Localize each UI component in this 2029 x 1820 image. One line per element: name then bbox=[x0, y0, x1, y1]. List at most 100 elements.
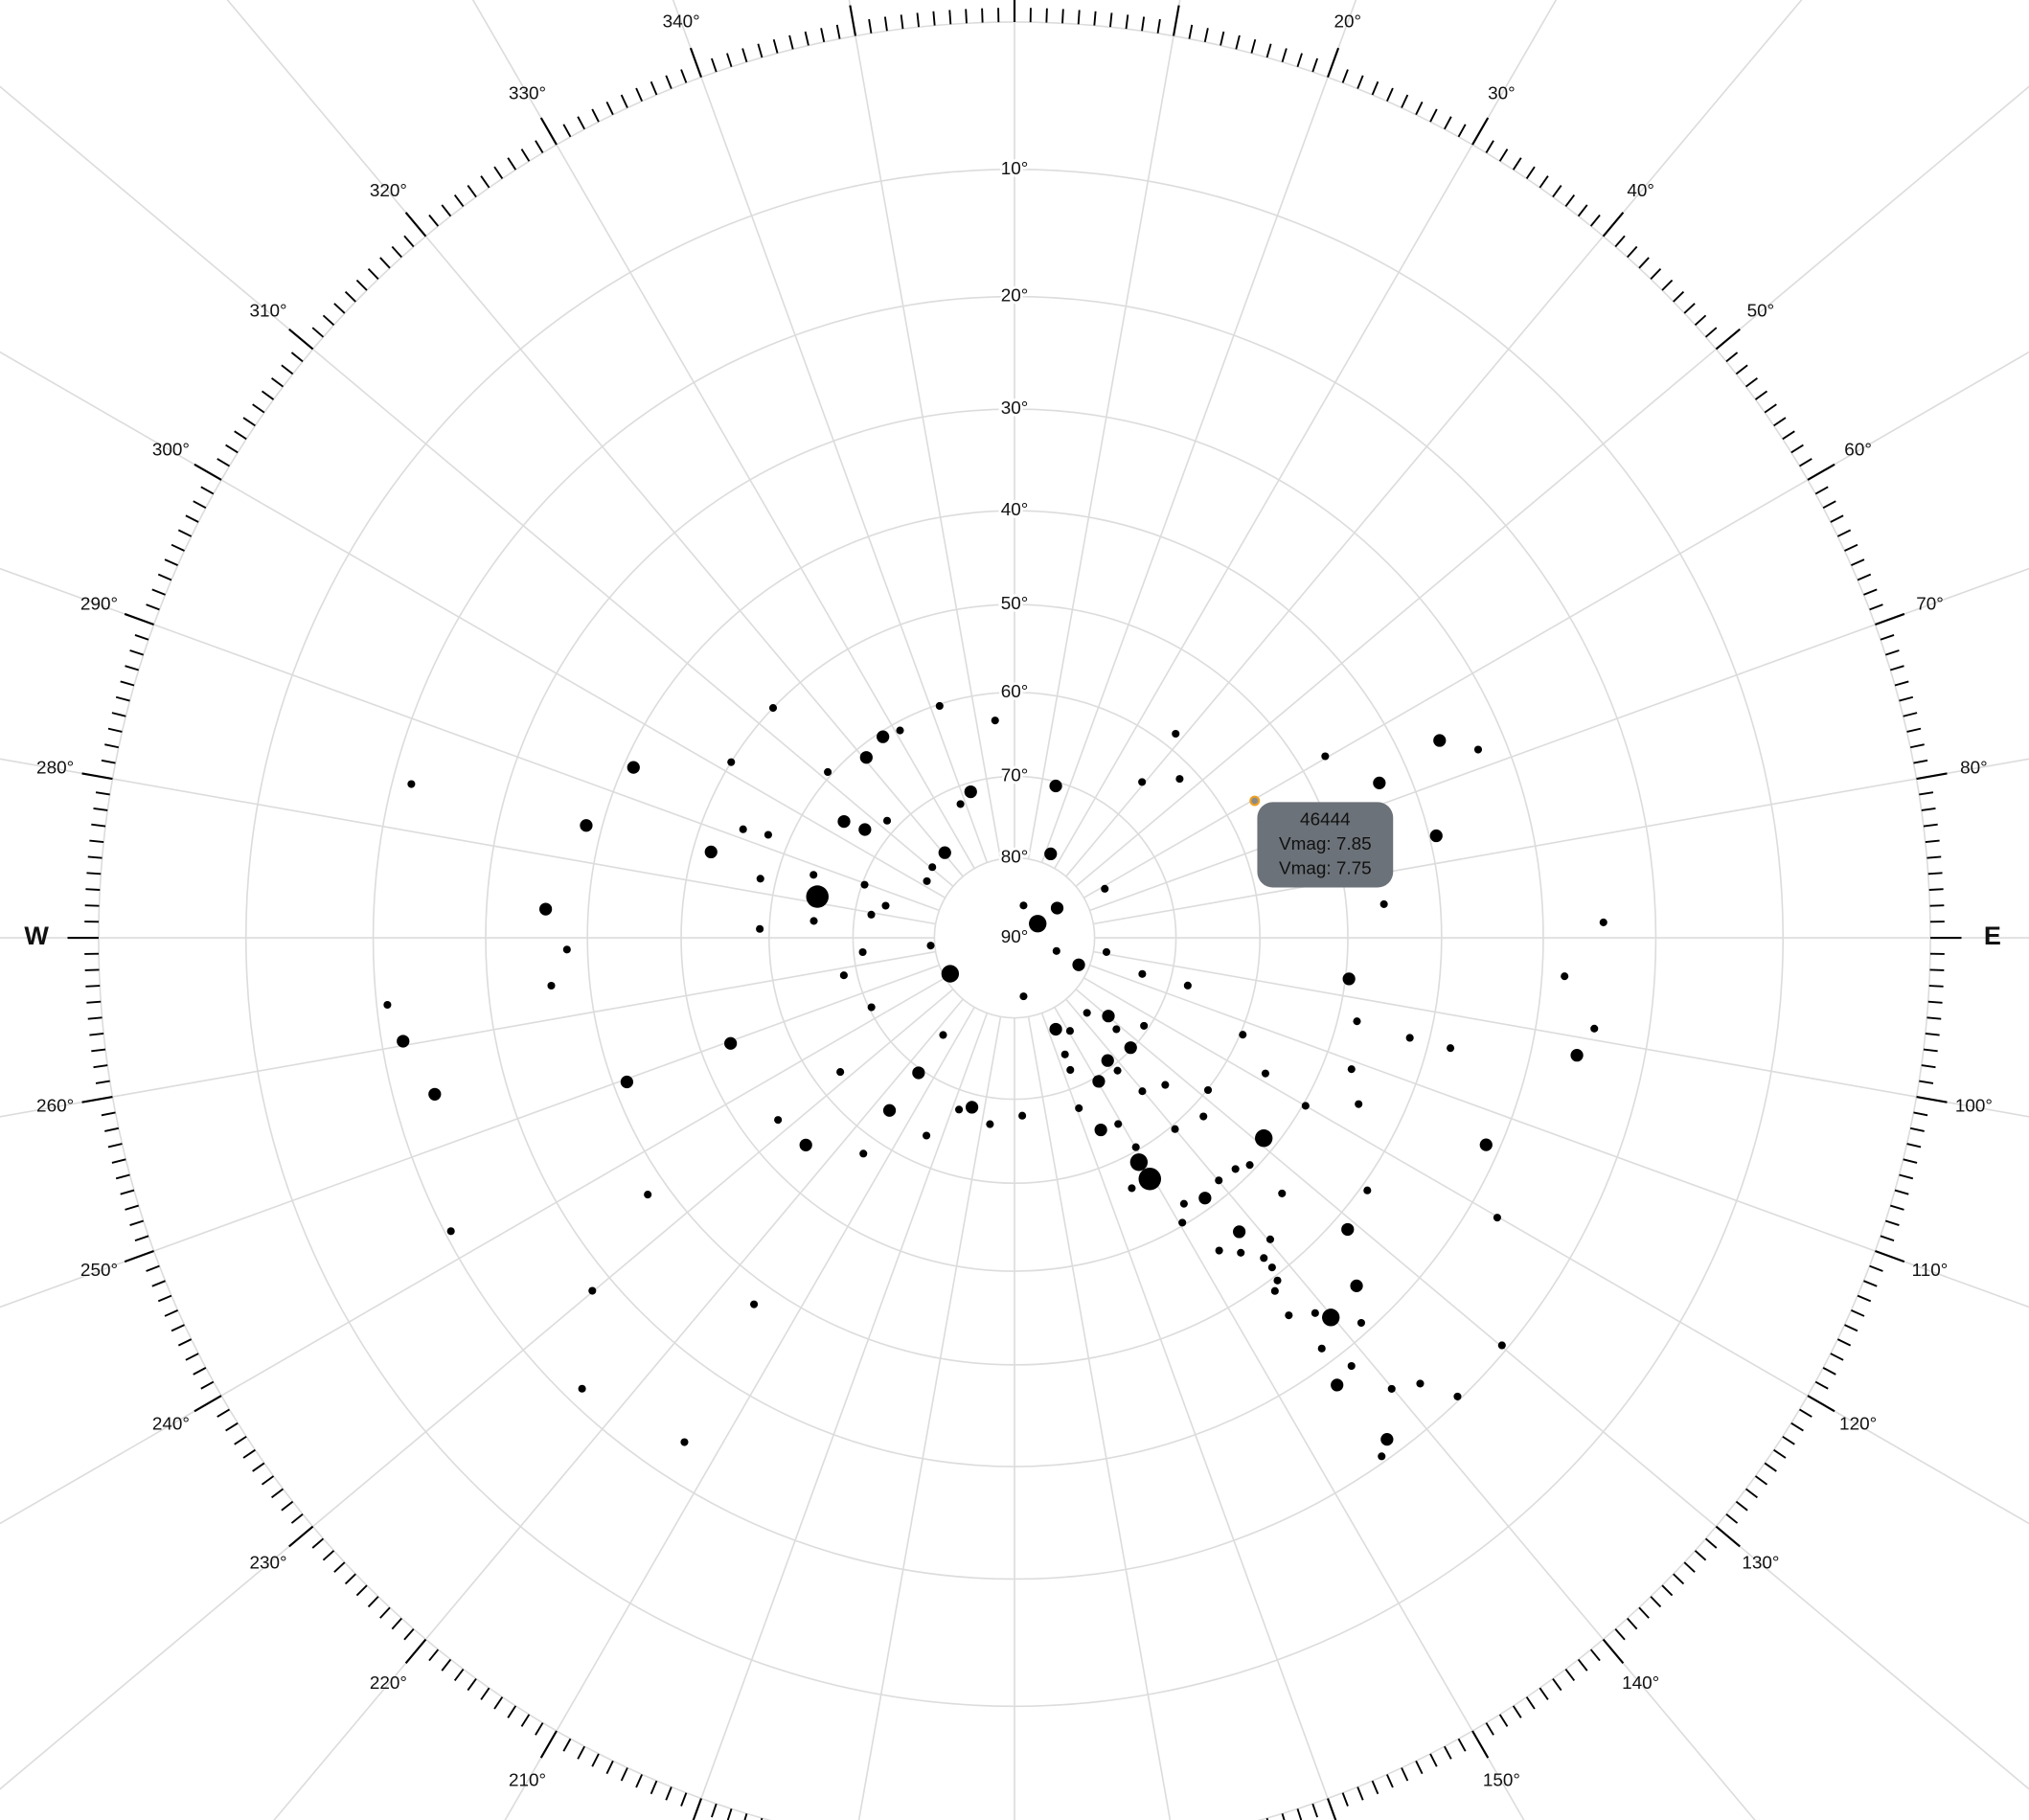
radial-grid-line bbox=[1089, 964, 2029, 1308]
minor-tick bbox=[665, 75, 673, 89]
star bbox=[839, 971, 848, 980]
minor-tick bbox=[868, 18, 873, 34]
minor-tick bbox=[577, 1745, 585, 1760]
minor-tick bbox=[391, 1617, 402, 1630]
minor-tick bbox=[1894, 680, 1909, 687]
radial-grid-line bbox=[1089, 567, 2029, 912]
star bbox=[935, 701, 944, 711]
minor-tick bbox=[1638, 1606, 1650, 1619]
minor-tick bbox=[234, 430, 247, 441]
star bbox=[1561, 972, 1569, 981]
star bbox=[926, 942, 935, 950]
star bbox=[1179, 1199, 1188, 1208]
minor-tick bbox=[290, 1513, 304, 1524]
minor-tick bbox=[129, 649, 145, 656]
minor-tick bbox=[177, 529, 193, 537]
star bbox=[1101, 1054, 1114, 1067]
minor-tick bbox=[134, 1235, 149, 1242]
star bbox=[383, 1000, 392, 1010]
star bbox=[1356, 1318, 1365, 1328]
minor-tick bbox=[1869, 1264, 1883, 1272]
tooltip-box bbox=[1257, 802, 1394, 888]
minor-tick bbox=[1814, 486, 1829, 495]
minor-tick bbox=[1627, 1617, 1638, 1630]
star bbox=[1138, 1168, 1162, 1191]
star bbox=[1387, 1384, 1396, 1393]
star bbox=[1245, 1161, 1254, 1170]
major-tick bbox=[1807, 1395, 1835, 1413]
minor-tick bbox=[1341, 69, 1349, 83]
star bbox=[1599, 918, 1607, 926]
minor-tick bbox=[95, 791, 110, 796]
star bbox=[768, 704, 778, 713]
minor-tick bbox=[403, 235, 415, 248]
star bbox=[1355, 1100, 1363, 1108]
minor-tick bbox=[104, 1126, 120, 1132]
star bbox=[1317, 1344, 1326, 1353]
star bbox=[428, 1087, 442, 1101]
minor-tick bbox=[1903, 712, 1918, 717]
minor-tick bbox=[1735, 1500, 1748, 1512]
minor-tick bbox=[217, 458, 230, 467]
radial-grid-line bbox=[0, 85, 954, 887]
star bbox=[882, 816, 892, 825]
minor-tick bbox=[217, 1408, 230, 1418]
azimuth-label: 60° bbox=[1844, 441, 1872, 461]
minor-tick bbox=[820, 28, 826, 43]
minor-tick bbox=[290, 352, 304, 363]
minor-tick bbox=[1650, 1596, 1662, 1608]
minor-tick bbox=[151, 588, 166, 596]
star bbox=[1380, 1433, 1394, 1446]
star bbox=[1215, 1176, 1223, 1185]
major-tick bbox=[194, 463, 222, 481]
minor-tick bbox=[146, 1264, 160, 1272]
star bbox=[1172, 729, 1180, 739]
major-tick bbox=[539, 1730, 558, 1759]
star bbox=[1378, 1452, 1386, 1461]
minor-tick bbox=[379, 1606, 391, 1619]
star bbox=[923, 1131, 931, 1140]
star bbox=[809, 871, 818, 879]
minor-tick bbox=[1371, 80, 1379, 96]
minor-tick bbox=[271, 1488, 285, 1499]
star bbox=[955, 1105, 964, 1114]
minor-tick bbox=[1311, 57, 1318, 73]
star bbox=[1379, 899, 1388, 908]
minor-tick bbox=[1589, 1649, 1601, 1662]
minor-tick bbox=[1790, 1422, 1804, 1432]
minor-tick bbox=[344, 290, 356, 303]
minor-tick bbox=[711, 1803, 718, 1818]
minor-tick bbox=[225, 444, 239, 454]
radial-grid-line bbox=[1027, 1016, 1172, 1820]
star bbox=[1113, 1066, 1122, 1075]
star bbox=[1497, 1341, 1506, 1350]
star bbox=[1094, 1123, 1107, 1137]
star bbox=[1019, 992, 1028, 1001]
minor-tick bbox=[1552, 1677, 1562, 1692]
minor-tick bbox=[1661, 279, 1674, 291]
azimuth-label: 50° bbox=[1747, 301, 1775, 321]
ring-label: 30° bbox=[1001, 398, 1029, 419]
minor-tick bbox=[171, 543, 185, 552]
minor-tick bbox=[1512, 157, 1522, 171]
star bbox=[1049, 1022, 1062, 1036]
star bbox=[1175, 775, 1184, 784]
major-tick bbox=[404, 1638, 427, 1664]
star bbox=[1311, 1308, 1319, 1317]
star bbox=[1285, 1311, 1293, 1320]
minor-tick bbox=[1356, 75, 1364, 89]
major-tick bbox=[689, 47, 703, 78]
tooltip-layer: 46444 Vmag: 7.85 Vmag: 7.75 bbox=[1249, 795, 1394, 888]
minor-tick bbox=[1744, 376, 1758, 388]
minor-tick bbox=[562, 124, 572, 138]
minor-tick bbox=[1683, 1561, 1696, 1573]
minor-tick bbox=[1539, 175, 1549, 189]
minor-tick bbox=[355, 1584, 368, 1597]
major-tick bbox=[81, 1095, 113, 1103]
major-tick bbox=[1326, 1798, 1337, 1820]
major-tick bbox=[124, 1250, 154, 1263]
minor-tick bbox=[1525, 166, 1536, 179]
star bbox=[867, 910, 876, 919]
star bbox=[627, 761, 640, 774]
